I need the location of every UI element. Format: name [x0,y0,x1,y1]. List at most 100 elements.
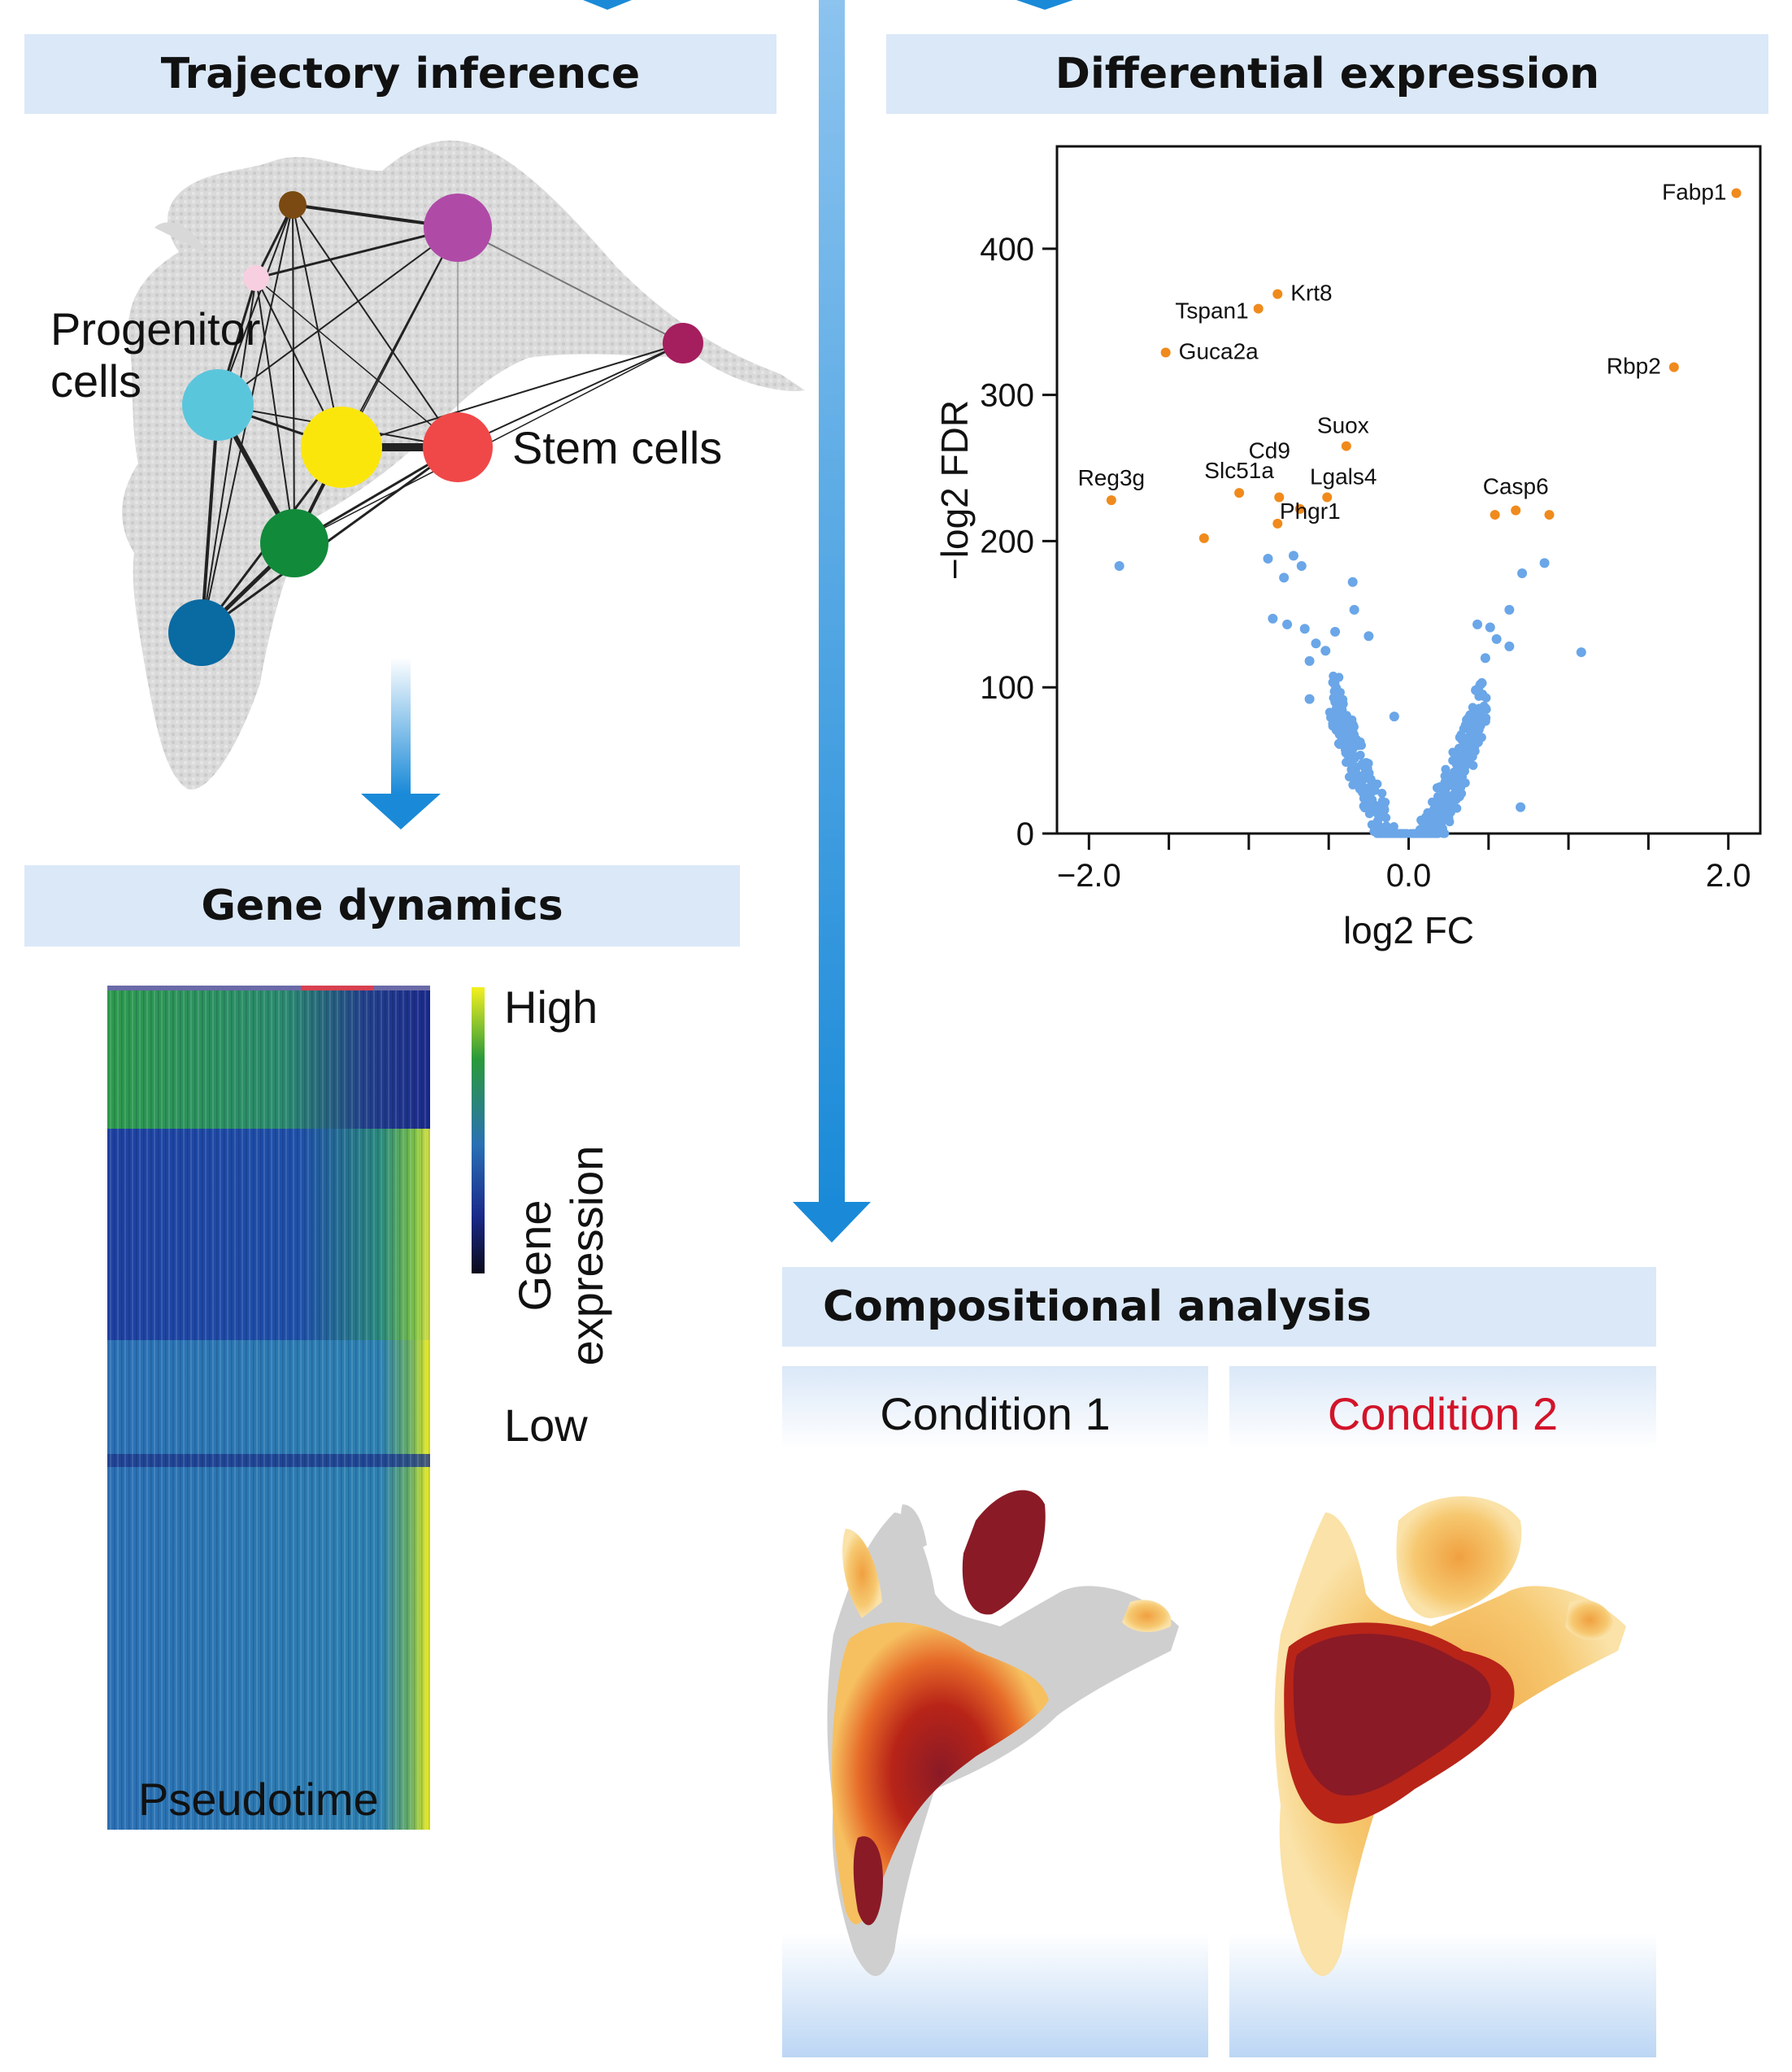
y-tick-label: 300 [980,378,1034,414]
gene-point [1349,604,1359,615]
pseudotime-label: Pseudotime [138,1774,379,1825]
gene-label: Krt8 [1290,281,1332,306]
arrow-head-right-top [1016,0,1073,10]
gene-point [1389,712,1399,722]
gene-point [1288,551,1298,561]
y-tick-label: 0 [1016,816,1034,852]
gene-point [1365,803,1375,812]
condition2-label: Condition 2 [1327,1388,1559,1439]
gene-point [1420,816,1430,826]
gene-point [1475,679,1485,690]
gene-point [1472,619,1483,629]
gene-point [1268,613,1278,624]
gene-point [1516,802,1526,812]
gene-label: Slc51a [1204,458,1274,483]
gene-point [1364,631,1374,642]
gene-point [1333,711,1342,720]
gene-point [1386,829,1396,838]
arrow-head-left-top [583,0,632,10]
gene-point [1444,772,1454,781]
y-tick-label: 100 [980,670,1034,706]
condition2-panel [1229,1366,1656,2057]
gene-point [1429,804,1439,814]
gene-heatmap [107,986,485,1830]
condition1-panel [782,1366,1208,2057]
gene-label: Reg3g [1078,465,1146,490]
gene-label: Tspan1 [1175,298,1248,324]
y-axis-label: −log2 FDR [933,400,976,580]
gene-point [1381,813,1391,823]
gene-point [1380,804,1390,814]
gene-point [1347,767,1357,777]
labeled-gene-point [1160,347,1171,358]
gene-point [1114,560,1124,571]
colorbar-high-label: High [504,982,598,1033]
colorbar-low-label: Low [504,1399,588,1451]
gene-point [1355,751,1365,760]
gene-point [1296,560,1307,571]
x-tick-label: 2.0 [1706,858,1751,894]
gene-label: Guca2a [1179,339,1259,364]
gene-point [1455,792,1464,802]
trajectory-graph [122,140,805,790]
gene-label: Cd9 [1249,437,1290,463]
differential-title: Differential expression [886,34,1768,114]
gene-point [1279,572,1290,583]
gene-point [1304,655,1315,666]
gene-point [1342,711,1351,720]
labeled-gene-point [1511,505,1521,516]
gene-point [1311,638,1321,649]
gene-point [1348,720,1358,729]
gene-point [1340,722,1350,732]
labeled-gene-point [1106,495,1116,506]
gene-point [1418,829,1428,838]
gene-point [1359,773,1368,783]
gene-point [1491,633,1502,644]
node-pink [243,265,269,291]
gene-label: Casp6 [1483,474,1549,499]
x-tick-label: 0.0 [1386,858,1432,894]
highlight-point [1294,503,1305,514]
top-arrows [361,0,1073,1243]
node-purple [424,194,492,262]
trajectory-arrow-shaft [391,657,411,794]
labeled-gene-point [1668,362,1679,372]
y-tick-label: 400 [980,232,1034,268]
gene-point [1282,619,1293,629]
compositional-title: Compositional analysis [782,1267,1656,1347]
highlight-point [1490,510,1500,520]
gene-point [1476,721,1485,731]
labeled-gene-point [1731,188,1742,198]
labeled-gene-point [1322,492,1333,503]
progenitor-label-line1: Progenitor [50,303,261,355]
stem-cells-label: Stem cells [512,422,723,473]
main-arrow-shaft [819,0,845,1204]
gene-point [1334,673,1344,682]
gene-point [1480,653,1490,664]
gene-point [1330,680,1340,690]
colorbar-title-line2: expression [561,1145,612,1366]
condition2-density [1274,1496,1626,1976]
gene-point [1468,752,1477,762]
y-tick-label: 200 [980,524,1034,559]
gene-point [1430,829,1440,838]
gene-point [1399,829,1409,838]
condition1-label: Condition 1 [880,1388,1111,1439]
volcano-plot: 0 100 200 300 400 −2.0 0.0 2.0 log2 FC −log2 FDR F… [933,145,1762,951]
gene-dynamics-title: Gene dynamics [24,865,740,947]
node-green [260,509,328,577]
gene-label: Lgals4 [1310,464,1377,489]
labeled-gene-point [1272,518,1283,529]
gene-label: Phgr1 [1280,498,1341,524]
gene-point [1504,641,1515,651]
gene-point [1450,779,1459,789]
gene-point [1576,647,1586,658]
gene-point [1485,622,1495,633]
gene-point [1457,735,1467,745]
labeled-gene-point [1234,488,1245,498]
gene-point [1367,777,1377,786]
main-arrow-head [793,1202,871,1243]
gene-point [1504,604,1515,615]
gene-point [1481,703,1490,713]
gene-point [1355,737,1365,747]
